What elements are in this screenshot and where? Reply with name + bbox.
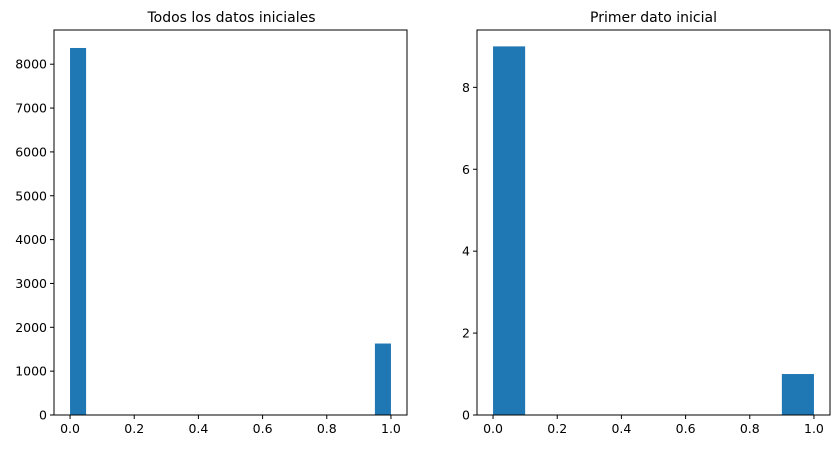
x-tick-label: 0.0	[483, 421, 503, 436]
x-tick-label: 0.4	[611, 421, 631, 436]
x-tick-label: 1.0	[804, 421, 824, 436]
x-tick-label: 0.2	[547, 421, 567, 436]
x-tick-label: 0.2	[124, 421, 144, 436]
histogram-all-initial-data: Todos los datos iniciales 0.0 0.2 0.4 0.6 0.…	[15, 10, 408, 436]
x-tick-label: 0.8	[317, 421, 337, 436]
y-tick-label: 6000	[15, 144, 47, 159]
x-tick-label: 0.8	[740, 421, 760, 436]
y-tick-label: 8000	[15, 57, 47, 72]
x-tick-label: 0.6	[253, 421, 273, 436]
x-tick-label: 0.0	[60, 421, 80, 436]
x-tick-label: 0.6	[676, 421, 696, 436]
y-tick-label: 2000	[15, 320, 47, 335]
axes-frame	[476, 29, 831, 416]
chart-title: Primer dato inicial	[590, 10, 717, 26]
y-tick-label: 4000	[15, 232, 47, 247]
y-tick-label: 0	[39, 408, 47, 423]
histogram-bar-0	[70, 47, 87, 415]
x-tick-label: 0.4	[188, 421, 208, 436]
axes-frame	[53, 29, 408, 416]
y-tick-label: 2	[462, 326, 470, 341]
y-tick-label: 8	[462, 80, 470, 95]
histogram-bar-0	[493, 46, 526, 415]
histogram-bar-1	[781, 374, 814, 415]
y-tick-label: 3000	[15, 276, 47, 291]
histogram-bar-1	[374, 343, 391, 415]
y-tick-label: 5000	[15, 188, 47, 203]
x-tick-label: 1.0	[381, 421, 401, 436]
y-tick-label: 0	[462, 408, 470, 423]
y-tick-label: 7000	[15, 101, 47, 116]
histogram-first-initial-data: Primer dato inicial 0.0 0.2 0.4 0.6 0.8 1.0 0…	[462, 10, 831, 436]
chart-title: Todos los datos iniciales	[146, 10, 315, 26]
y-tick-label: 6	[462, 162, 470, 177]
y-tick-label: 4	[462, 244, 470, 259]
y-tick-label: 1000	[15, 364, 47, 379]
